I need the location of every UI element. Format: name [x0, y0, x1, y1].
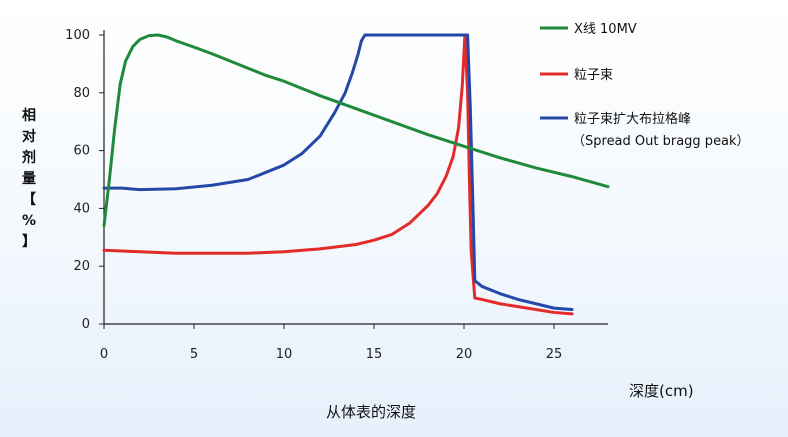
y-axis-label-char: 】 — [22, 234, 36, 250]
legend-label-1: 粒子束 — [574, 68, 613, 83]
legend-label-0: X线 10MV — [574, 22, 637, 37]
x-axis-unit-label: 深度(cm) — [629, 382, 694, 400]
y-axis-label-char: 相 — [22, 107, 36, 124]
y-tick-label: 20 — [73, 259, 90, 274]
y-axis-label-char: % — [22, 213, 36, 229]
x-tick-label: 5 — [190, 347, 198, 362]
axes — [103, 30, 608, 325]
legend-label-2: 粒子束扩大布拉格峰 — [574, 111, 691, 127]
x-tick-label: 0 — [100, 347, 108, 362]
series-group — [102, 33, 610, 316]
y-axis-label-char: 量 — [22, 171, 36, 187]
x-tick-label: 20 — [456, 347, 473, 362]
series-line-0 — [102, 33, 610, 228]
x-tick-label: 25 — [546, 347, 563, 362]
legend-sublabel-2: （Spread Out bragg peak） — [572, 134, 750, 149]
ticks: 0 20 40 60 80 100 0 5 10 15 20 25 — [65, 28, 562, 362]
y-axis-label-char: 剂 — [22, 149, 36, 166]
x-axis-label: 从体表的深度 — [326, 403, 416, 421]
y-tick-label: 0 — [82, 317, 90, 332]
x-tick-label: 15 — [366, 347, 383, 362]
y-tick-label: 80 — [73, 86, 90, 101]
series-line-1 — [102, 33, 574, 316]
y-axis-label-char: 对 — [22, 128, 36, 145]
y-tick-label: 100 — [65, 28, 90, 43]
y-tick-label: 40 — [73, 201, 90, 216]
y-axis-label-char: 【 — [22, 192, 36, 208]
series-line-2 — [102, 33, 574, 312]
y-tick-label: 60 — [73, 144, 90, 159]
x-tick-label: 10 — [276, 347, 293, 362]
